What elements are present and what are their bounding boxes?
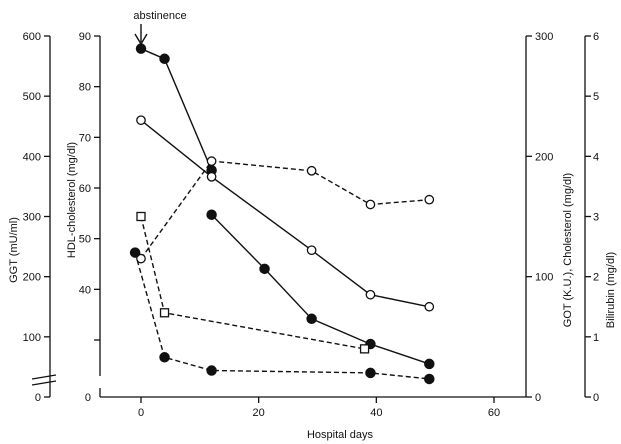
bilirubin-tick-label: 6 — [593, 31, 599, 43]
data-point-filled — [206, 209, 217, 220]
data-point-open — [424, 301, 435, 312]
axis-break-mark — [31, 380, 57, 386]
hdl-tick-label: 80 — [79, 82, 91, 94]
got-tick-label: 100 — [535, 272, 553, 284]
series-line-3 — [140, 119, 430, 308]
data-point-filled — [129, 247, 141, 258]
labels-layer: GGT (mU/ml) HDL-cholesterol (mg/dl) GOT (K… — [8, 10, 617, 441]
bilirubin-tick-label: 4 — [593, 151, 599, 163]
bilirubin-tick-label: 1 — [593, 332, 599, 344]
data-point-open — [136, 253, 146, 264]
hdl-tick-label: 70 — [79, 132, 91, 144]
data-point-filled — [306, 313, 317, 325]
got-tick-label: 0 — [535, 392, 541, 404]
ggt-tick-label: 0 — [35, 392, 41, 404]
axis-break-mark — [31, 374, 57, 380]
got-tick-label: 200 — [535, 151, 553, 163]
hdl-tick-label: 0 — [85, 392, 91, 404]
x-axis-title: Hospital days — [307, 429, 374, 441]
abstinence-annotation: abstinence — [133, 10, 186, 22]
x-tick-label: 40 — [370, 407, 382, 419]
x-tick-label: 20 — [253, 407, 265, 419]
data-point-filled — [159, 53, 170, 65]
data-point-square — [159, 308, 170, 318]
ggt-tick-label: 400 — [23, 151, 41, 163]
got-tick-label: 300 — [535, 31, 553, 43]
data-point-square — [136, 211, 146, 222]
data-point-open — [136, 115, 146, 126]
abstinence-arrow-head — [134, 33, 148, 46]
series-line-6 — [140, 216, 365, 350]
data-point-open — [306, 245, 317, 256]
data-point-open — [206, 171, 217, 182]
bilirubin-tick-label: 2 — [593, 272, 599, 284]
data-point-open — [206, 156, 217, 166]
data-point-filled — [135, 43, 147, 54]
ggt-axis-title: GGT (mU/ml) — [8, 217, 20, 283]
hdl-axis-title: HDL-cholesterol (mg/dl) — [66, 142, 78, 258]
series-line-4 — [140, 160, 430, 260]
data-point-filled — [159, 352, 170, 363]
x-tick-label: 0 — [138, 407, 144, 419]
data-point-square — [359, 344, 370, 354]
data-point-filled — [424, 373, 435, 385]
hdl-tick-label: 50 — [79, 234, 91, 246]
got-cholesterol-axis-title: GOT (K.U.), Cholesterol (mg/dl) — [562, 173, 574, 327]
x-tick-label: 60 — [488, 407, 500, 419]
hdl-tick-label: 60 — [79, 183, 91, 195]
ggt-tick-label: 600 — [23, 31, 41, 43]
bilirubin-tick-label: 0 — [593, 392, 599, 404]
hdl-tick-label: 90 — [79, 31, 91, 43]
data-point-open — [365, 289, 376, 300]
data-point-filled — [259, 263, 270, 275]
ggt-tick-label: 100 — [23, 332, 41, 344]
hdl-tick-label: 40 — [79, 284, 91, 296]
ggt-tick-label: 200 — [23, 272, 41, 284]
bilirubin-tick-label: 3 — [593, 212, 599, 224]
data-point-filled — [365, 367, 376, 379]
data-point-open — [365, 199, 376, 210]
bilirubin-axis-title: Bilirubin (mg/dl) — [605, 252, 617, 328]
series-line-1 — [140, 48, 213, 171]
bilirubin-tick-label: 5 — [593, 91, 599, 103]
series-layer — [129, 43, 435, 385]
ggt-tick-label: 500 — [23, 91, 41, 103]
data-point-filled — [206, 365, 217, 376]
ggt-tick-label: 300 — [23, 212, 41, 224]
data-point-open — [424, 194, 435, 205]
data-point-filled — [424, 358, 435, 370]
data-point-open — [306, 165, 317, 176]
series-line-5 — [134, 252, 430, 380]
